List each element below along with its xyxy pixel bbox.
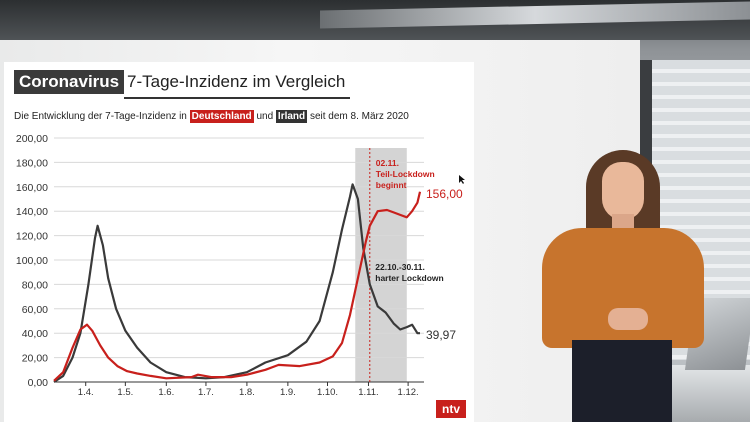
- teil-lockdown-label: Teil-Lockdown: [376, 169, 435, 179]
- series-line-irland: [53, 183, 420, 383]
- y-tick-label: 80,00: [22, 279, 48, 291]
- y-tick-label: 180,00: [16, 157, 48, 169]
- title-badge: Coronavirus: [14, 70, 125, 94]
- x-tick-label: 1.11.: [358, 387, 378, 398]
- presenter-sweater: [542, 228, 704, 348]
- x-tick-label: 1.4.: [78, 387, 94, 398]
- x-tick-label: 1.12.: [398, 387, 419, 398]
- teil-lockdown-label: beginnt: [376, 180, 407, 190]
- y-tick-label: 140,00: [16, 206, 48, 218]
- chart-subtitle: Die Entwicklung der 7-Tage-Inzidenz in D…: [14, 110, 409, 124]
- subtitle-prefix: Die Entwicklung der 7-Tage-Inzidenz in: [14, 111, 187, 122]
- presenter: [530, 140, 710, 422]
- presenter-hands: [608, 308, 648, 330]
- x-tick-label: 1.5.: [117, 387, 133, 398]
- chart-title: 7-Tage-Inzidenz im Vergleich: [127, 72, 346, 91]
- x-tick-label: 1.9.: [280, 387, 296, 398]
- x-tick-label: 1.6.: [158, 387, 174, 398]
- y-tick-label: 0,00: [28, 377, 49, 389]
- y-tick-label: 120,00: [16, 231, 48, 243]
- presenter-face: [602, 162, 644, 220]
- x-tick-label: 1.8.: [239, 387, 255, 398]
- y-tick-label: 60,00: [22, 304, 48, 316]
- country-tag-irland: Irland: [275, 110, 308, 123]
- subtitle-suffix: seit dem 8. März 2020: [309, 111, 409, 122]
- end-label-irland: 39,97: [426, 328, 456, 342]
- series-line-deutschland: [53, 191, 422, 382]
- x-tick-label: 1.7.: [198, 387, 214, 398]
- mouse-cursor-icon: [459, 175, 465, 184]
- harter-lockdown-label: 22.10.-30.11.: [375, 262, 425, 272]
- y-tick-label: 160,00: [16, 182, 48, 194]
- teil-lockdown-label: 02.11.: [376, 158, 399, 168]
- x-tick-label: 1.10.: [317, 387, 338, 398]
- y-tick-label: 200,00: [16, 133, 48, 145]
- ntv-logo: ntv: [436, 400, 466, 418]
- y-tick-label: 100,00: [16, 255, 48, 267]
- harter-lockdown-label: harter Lockdown: [375, 273, 443, 283]
- country-tag-deutschland: Deutschland: [189, 110, 254, 123]
- end-label-deutschland: 156,00: [426, 187, 463, 201]
- presenter-skirt: [572, 340, 672, 422]
- y-tick-label: 20,00: [22, 353, 48, 365]
- subtitle-conjunction: und: [256, 111, 274, 122]
- y-tick-label: 40,00: [22, 328, 48, 340]
- title-underline: [124, 97, 350, 99]
